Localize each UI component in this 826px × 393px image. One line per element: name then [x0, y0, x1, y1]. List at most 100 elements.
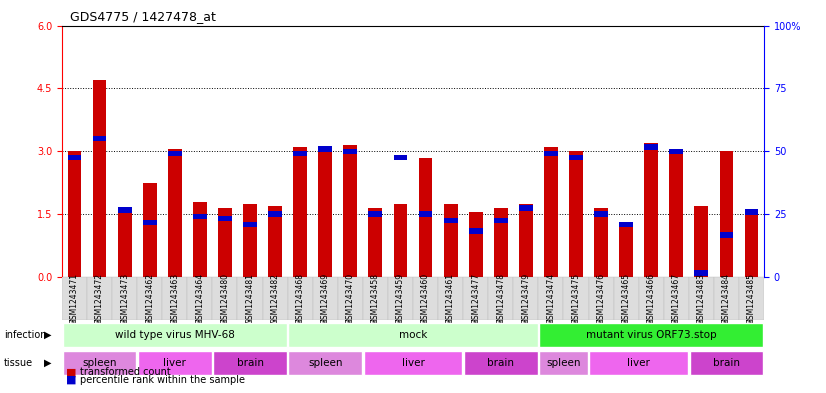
Bar [589, 351, 688, 375]
Text: GSM1243483: GSM1243483 [697, 273, 706, 324]
Bar [313, 277, 338, 320]
Bar [669, 149, 683, 277]
Bar [63, 351, 136, 375]
Bar [695, 206, 708, 277]
Bar [719, 151, 733, 277]
Bar [363, 277, 388, 320]
Text: GSM1243466: GSM1243466 [647, 273, 656, 324]
Text: GSM1243472: GSM1243472 [95, 273, 104, 324]
Bar [620, 222, 633, 228]
Bar [463, 277, 488, 320]
Text: GDS4775 / 1427478_at: GDS4775 / 1427478_at [70, 10, 216, 23]
Bar [739, 277, 764, 320]
Bar [137, 277, 162, 320]
Bar [243, 222, 257, 228]
Bar [469, 228, 482, 234]
Bar [620, 222, 633, 277]
Bar [162, 277, 188, 320]
Bar [118, 207, 131, 213]
Bar [368, 208, 382, 277]
Bar [388, 277, 413, 320]
Bar [288, 323, 538, 347]
Bar [744, 209, 758, 215]
Bar [644, 144, 658, 150]
Text: GSM1243464: GSM1243464 [196, 273, 204, 324]
Bar [63, 323, 287, 347]
Text: GSM1243479: GSM1243479 [521, 273, 530, 324]
Text: GSM1243465: GSM1243465 [622, 273, 630, 324]
Bar [93, 80, 107, 277]
Bar [188, 277, 212, 320]
Text: GSM1243480: GSM1243480 [221, 273, 230, 324]
Bar [413, 277, 438, 320]
Text: GSM1243462: GSM1243462 [145, 273, 154, 324]
Bar [287, 277, 313, 320]
Text: brain: brain [713, 358, 740, 368]
Bar [213, 351, 287, 375]
Bar [563, 277, 588, 320]
Bar [513, 277, 539, 320]
Text: GSM1243473: GSM1243473 [120, 273, 129, 324]
Text: GSM1243470: GSM1243470 [346, 273, 355, 324]
Bar [689, 277, 714, 320]
Text: tissue: tissue [4, 358, 33, 368]
Bar [719, 232, 733, 238]
Text: liver: liver [627, 358, 650, 368]
Bar [143, 220, 157, 225]
Text: spleen: spleen [83, 358, 116, 368]
Text: GSM1243460: GSM1243460 [421, 273, 430, 324]
Bar [594, 208, 608, 277]
Bar [338, 277, 363, 320]
Text: mock: mock [399, 330, 427, 340]
Bar [714, 277, 739, 320]
Bar [419, 211, 433, 217]
Bar [695, 270, 708, 275]
Bar [218, 216, 232, 221]
Text: GSM1243459: GSM1243459 [396, 273, 405, 324]
Text: brain: brain [236, 358, 263, 368]
Text: GSM1243474: GSM1243474 [547, 273, 555, 324]
Bar [93, 136, 107, 141]
Bar [118, 210, 131, 277]
Bar [444, 218, 458, 223]
Bar [614, 277, 638, 320]
Text: GSM1243481: GSM1243481 [245, 273, 254, 324]
Text: liver: liver [401, 358, 425, 368]
Text: mutant virus ORF73.stop: mutant virus ORF73.stop [586, 330, 716, 340]
Bar [193, 202, 206, 277]
Bar [363, 351, 463, 375]
Bar [544, 151, 558, 156]
Bar [268, 211, 282, 217]
Text: GSM1243484: GSM1243484 [722, 273, 731, 324]
Text: GSM1243461: GSM1243461 [446, 273, 455, 324]
Text: percentile rank within the sample: percentile rank within the sample [80, 375, 245, 385]
Bar [368, 211, 382, 217]
Bar [594, 211, 608, 217]
Bar [212, 277, 238, 320]
Bar [193, 213, 206, 219]
Text: ▶: ▶ [44, 358, 51, 368]
Bar [669, 149, 683, 154]
Bar [68, 155, 82, 160]
Text: brain: brain [487, 358, 515, 368]
Text: spleen: spleen [546, 358, 581, 368]
Text: GSM1243463: GSM1243463 [170, 273, 179, 324]
Bar [344, 149, 357, 154]
Bar [690, 351, 763, 375]
Bar [488, 277, 513, 320]
Text: liver: liver [164, 358, 186, 368]
Bar [168, 151, 182, 156]
Bar [519, 204, 533, 277]
Bar [393, 204, 407, 277]
Bar [539, 277, 563, 320]
Bar [143, 183, 157, 277]
Bar [293, 147, 307, 277]
Text: GSM1243458: GSM1243458 [371, 273, 380, 324]
Bar [664, 277, 689, 320]
Text: wild type virus MHV-68: wild type virus MHV-68 [115, 330, 235, 340]
Bar [393, 155, 407, 160]
Bar [744, 210, 758, 277]
Bar [344, 145, 357, 277]
Bar [469, 212, 482, 277]
Bar [494, 218, 508, 223]
